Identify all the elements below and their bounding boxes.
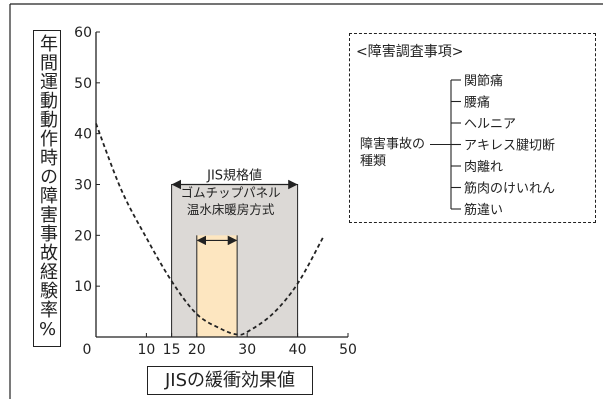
legend-root-line2: 種類 [360, 153, 386, 169]
jis-range-label: JIS規格値 [206, 168, 262, 184]
y-axis-label: 年間運動動作時の障害事故経験率% [37, 34, 58, 341]
x-tick-label: 0 [83, 342, 92, 358]
legend-item: 筋肉のけいれん [464, 181, 555, 197]
x-tick-label: 15 [163, 342, 181, 358]
legend-item: 腰痛 [464, 95, 490, 111]
y-axis-label-box: 年間運動動作時の障害事故経験率% [33, 30, 61, 347]
legend-item: 筋違い [464, 202, 503, 218]
y-tick-label: 10 [74, 279, 92, 295]
legend-item: 肉離れ [464, 160, 503, 175]
legend-item: 関節痛 [464, 73, 503, 89]
y-tick-label: 30 [74, 178, 92, 194]
x-tick-label: 40 [289, 342, 307, 358]
legend-title: <障害調査事項> [356, 44, 463, 60]
legend-box [349, 33, 596, 223]
product-label-line: ゴムチップパネル [181, 185, 281, 200]
x-tick-label: 50 [339, 342, 357, 358]
x-tick-label: 20 [188, 342, 206, 358]
x-tick-label: 30 [238, 342, 256, 358]
legend-item: ヘルニア [464, 117, 516, 132]
y-tick-label: 60 [74, 25, 92, 41]
y-tick-label: 20 [74, 228, 92, 244]
x-axis-label: JISの緩衝効果値 [147, 366, 313, 395]
injury-rate-curve [95, 123, 324, 336]
product-region [196, 235, 238, 337]
legend-root-line1: 障害事故の [360, 136, 425, 152]
legend-item: アキレス腱切断 [464, 139, 555, 154]
y-tick-label: 40 [74, 127, 92, 143]
y-tick-label: 50 [74, 76, 92, 92]
x-tick-label: 10 [137, 342, 155, 358]
jis-label-bg [202, 167, 267, 184]
product-label-line: 温水床暖房方式 [187, 202, 275, 217]
